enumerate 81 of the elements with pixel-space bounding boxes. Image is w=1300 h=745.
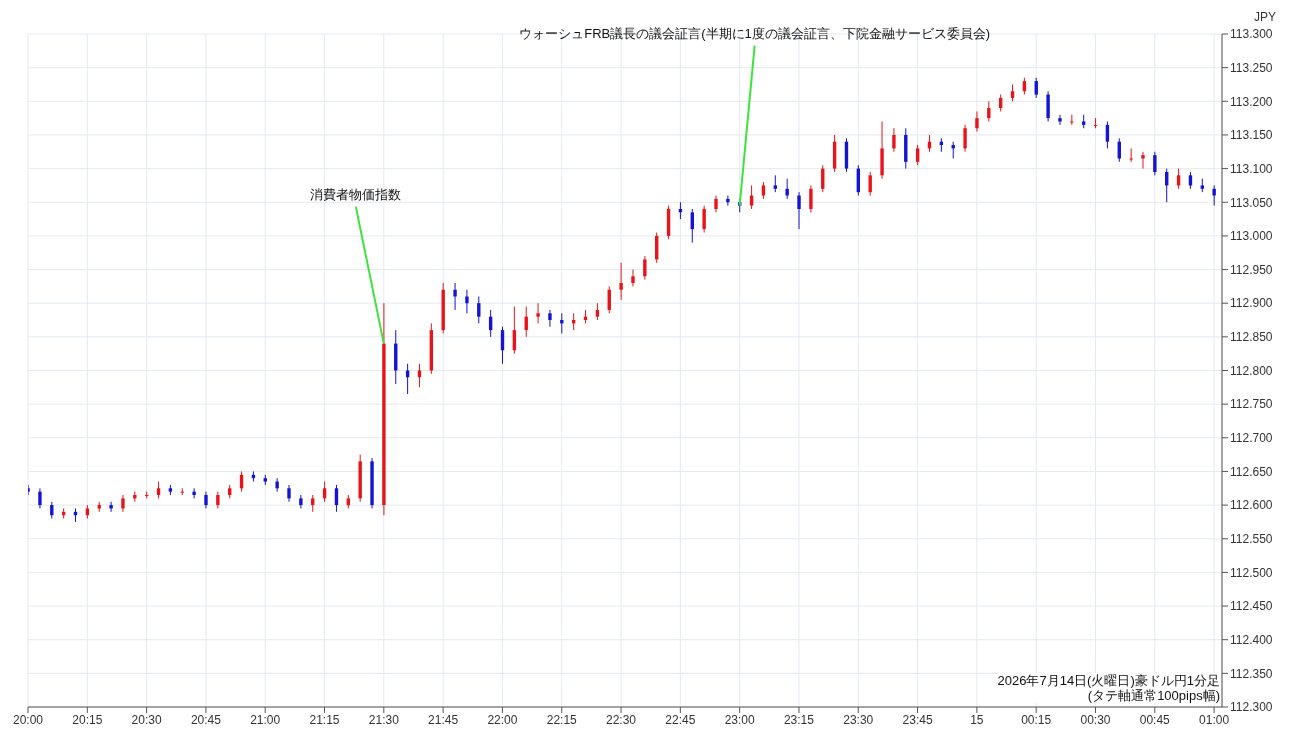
- x-tick-label: 01:00: [1199, 712, 1230, 727]
- x-tick-label: 20:15: [72, 712, 103, 727]
- y-tick-label: 113.250: [1230, 60, 1273, 75]
- y-tick-label: 112.300: [1230, 700, 1273, 715]
- candlestick: [299, 494, 303, 509]
- y-tick-label: 112.500: [1230, 565, 1273, 580]
- annotation: 2026年7月14日(火曜日)豪ドル円1分足: [997, 673, 1220, 688]
- candlestick: [631, 269, 635, 287]
- candlestick: [38, 487, 42, 509]
- candlestick: [702, 205, 706, 234]
- x-tick-label: 21:45: [428, 712, 459, 727]
- candlestick: [1153, 151, 1157, 176]
- y-axis-title: JPY: [1253, 10, 1276, 24]
- x-tick-label: 22:30: [606, 712, 637, 727]
- candlestick: [453, 282, 457, 311]
- x-tick-label: 20:00: [12, 712, 44, 727]
- y-tick-label: 112.450: [1230, 599, 1273, 614]
- y-tick-label: 112.750: [1230, 397, 1273, 412]
- candlestick: [915, 144, 920, 166]
- y-tick-label: 113.200: [1230, 94, 1273, 109]
- x-tick-label: 22:45: [665, 712, 696, 727]
- candlestick: [192, 487, 196, 499]
- x-tick-label: 00:45: [1139, 712, 1171, 727]
- x-tick-label: 20:45: [190, 712, 222, 727]
- y-tick-label: 112.350: [1230, 666, 1273, 681]
- candlestick: [560, 312, 564, 334]
- x-tick-label: 23:15: [783, 712, 815, 727]
- y-tick-label: 113.300: [1230, 27, 1273, 42]
- candlestick: [477, 295, 481, 324]
- candlestick: [1034, 77, 1038, 99]
- y-tick-label: 112.900: [1230, 296, 1273, 311]
- candlestick: [1141, 151, 1145, 170]
- y-tick-label: 112.800: [1230, 363, 1273, 378]
- annotation: (タテ軸通常100pips幅): [1086, 688, 1220, 703]
- x-tick-label: 21:15: [309, 712, 340, 727]
- x-tick-label: 00:30: [1080, 712, 1111, 727]
- candlestick: [1058, 114, 1062, 126]
- annotation: 消費者物価指数: [310, 186, 402, 202]
- annotation: ウォーシュFRB議長の議会証言(半期に1度の議会証言、下院金融サービス委員会): [519, 25, 991, 41]
- y-tick-label: 113.150: [1230, 128, 1273, 143]
- candlestick: [785, 178, 789, 200]
- candlestick: [548, 309, 552, 328]
- x-tick-label: 23:45: [902, 712, 933, 727]
- x-tick-label: 20:30: [131, 712, 162, 727]
- candlestick: [809, 184, 813, 213]
- candlestick: [797, 191, 801, 230]
- y-tick-label: 113.050: [1230, 195, 1273, 210]
- y-tick-label: 112.400: [1230, 632, 1273, 647]
- candlestick: [1212, 184, 1216, 207]
- y-tick-label: 112.550: [1230, 532, 1273, 547]
- candlestick: [643, 255, 647, 281]
- x-tick-label: 23:30: [843, 712, 874, 727]
- candlestick: [465, 289, 469, 314]
- candlestick: [975, 110, 979, 133]
- candlestick: [1093, 117, 1098, 129]
- candlestick: [536, 302, 540, 324]
- candlestick: [1070, 114, 1074, 126]
- y-tick-label: 112.950: [1230, 262, 1273, 277]
- y-tick-label: 113.100: [1230, 161, 1273, 176]
- candlestick: [868, 171, 872, 197]
- y-tick-label: 112.650: [1230, 464, 1273, 479]
- x-tick-label: 15: [970, 712, 984, 727]
- candlestick: [987, 100, 991, 122]
- candlestick: [726, 195, 730, 207]
- x-tick-label: 00:15: [1021, 712, 1052, 727]
- candlestick: [1046, 90, 1050, 122]
- y-tick-label: 112.700: [1230, 431, 1273, 446]
- candlestick: [619, 262, 623, 301]
- candlestick: [275, 477, 279, 493]
- x-tick-label: 23:00: [724, 712, 755, 727]
- candlestick: [963, 124, 967, 153]
- x-tick-label: 21:30: [368, 712, 400, 727]
- x-tick-label: 21:00: [250, 712, 281, 727]
- candlestick: [109, 501, 113, 513]
- y-tick-label: 112.600: [1230, 498, 1273, 513]
- y-tick-label: 113.000: [1230, 229, 1273, 244]
- x-tick-label: 22:00: [487, 712, 518, 727]
- candlestick: [1129, 147, 1133, 163]
- x-tick-label: 22:15: [546, 712, 578, 727]
- y-tick-label: 112.850: [1230, 330, 1273, 345]
- candlestick: [892, 127, 896, 153]
